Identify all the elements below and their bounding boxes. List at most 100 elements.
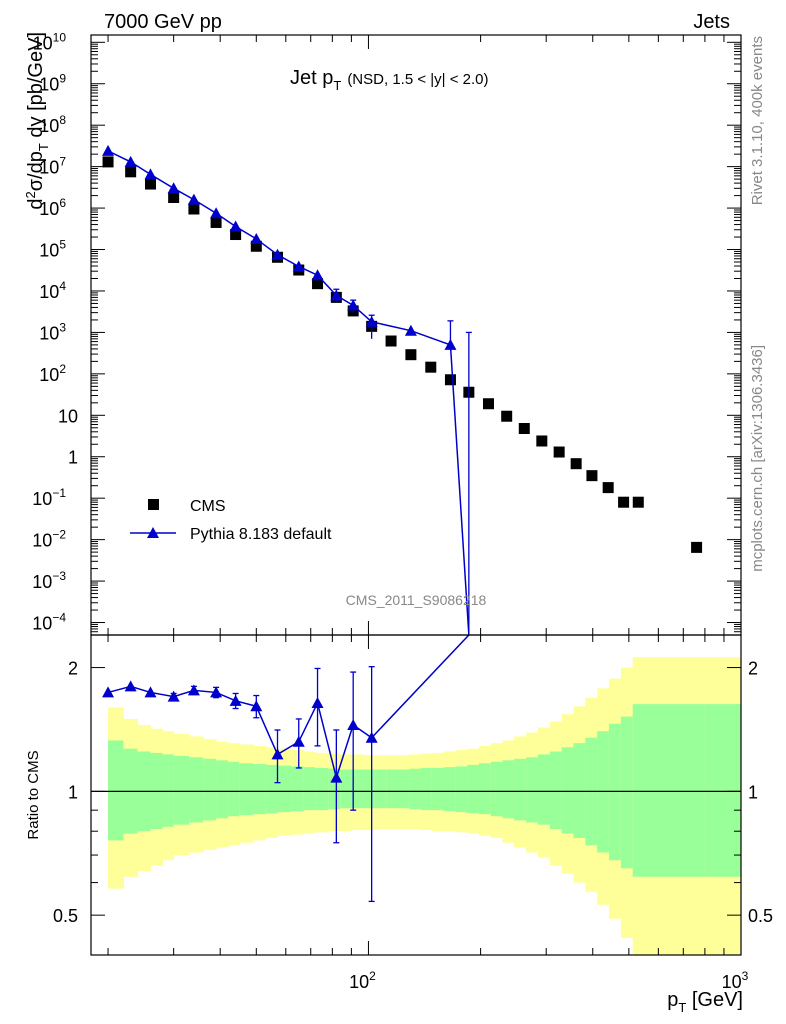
ratio-pythia-point [210,686,223,698]
green-band-bin [253,764,267,815]
green-band-bin [363,769,376,809]
green-band-bin [514,758,527,821]
cms-point [312,278,324,290]
legend-pythia-marker [147,527,159,538]
green-band-bin [397,769,411,809]
x-tick-label: 102 [349,969,376,992]
main-panel: 1010 109 108 107 106 105 104 103 102 10 110−1 10−2 1… [32,30,742,636]
green-band-bin [632,704,706,877]
green-band-bin [277,765,292,813]
ratio-pythia-point [365,731,378,743]
y-tick-label: 10−1 [32,486,66,509]
header-right: Jets [693,11,730,33]
green-band-bin [328,768,341,810]
ratio-pythia-point [144,686,157,698]
ratio-pythia-point [330,771,343,783]
ratio-pythia-point [311,697,324,709]
green-band-bin [291,766,305,812]
green-band-bin [549,751,563,829]
green-band-bin [265,764,278,814]
cms-point [501,410,513,422]
legend-cms-label: CMS [190,498,226,515]
ratio-frame [90,634,742,956]
green-band-bin [704,704,742,877]
cms-point [482,398,494,410]
green-band-bin [467,764,480,814]
pythia-point [404,324,417,336]
y-tick-label: 109 [39,72,66,95]
cms-point [425,361,437,373]
pythia-point [229,220,242,232]
pythia-point [444,338,457,350]
cms-point [536,435,548,447]
green-band-bin [526,757,539,823]
cms-point [618,496,630,508]
y-tick-label: 1 [68,448,78,468]
cms-point [553,446,565,458]
pythia-point [365,315,378,327]
x-tick-label: 103 [722,969,749,992]
pythia-point [330,289,343,301]
cms-point [385,335,397,347]
green-band-bin [409,768,422,810]
green-band-bin [374,769,388,809]
green-band-bin [173,755,190,825]
y-tick-label: 102 [39,362,66,385]
chart-title: Jet pT (NSD, 1.5 < |y| < 2.0) [290,67,489,93]
green-band-bin [502,760,515,819]
y-tick-label: 105 [39,238,66,261]
cms-point [230,229,242,241]
mcplots-label: mcplots.cern.ch [arXiv:1306.3436] [749,345,766,572]
cms-point [691,541,703,553]
pythia-line [107,150,470,636]
cms-point [602,482,614,494]
header-left: 7000 GeV pp [104,11,222,33]
y-tick-label: 107 [39,155,66,178]
cms-point [168,191,180,203]
cms-point [632,496,644,508]
green-band-bin [561,747,574,834]
ratio-ylabel: Ratio to CMS [25,750,42,839]
green-band-bin [478,763,492,815]
ratio-pythia-point [187,684,200,696]
ratio-panel: 102 103 0.5 0.5 1 1 2 2 [53,634,773,992]
green-band-bin [386,769,399,809]
ratio-y-tick-label: 2 [68,659,78,679]
ratio-pythia-point [102,686,115,698]
pythia-point [347,299,360,311]
green-band-bin [537,754,551,825]
green-band-bin [608,723,622,861]
ratio-pythia-point [167,690,180,702]
green-band-bin [490,761,504,817]
x-axis-label: pT [GeV] [667,989,743,1015]
pythia-point [124,155,137,167]
green-band-bin [239,763,254,816]
ratio-pythia-point [347,718,360,730]
ratio-pythia-point [124,680,137,692]
green-band-bin [216,760,229,819]
y-tick-label: 104 [39,279,66,302]
cms-point [102,156,114,168]
legend-cms-marker [148,499,159,510]
rivet-label: Rivet 3.1.10, 400k events [749,36,766,205]
ratio-pythia-point [271,748,284,760]
pythia-point [167,182,180,194]
green-band-bin [315,767,329,811]
green-band-bin [162,754,175,827]
ratio-y-tick-label-right: 0.5 [748,906,773,926]
y-tick-label: 103 [39,320,66,343]
cms-point [144,178,156,190]
pythia-point [271,248,284,260]
green-band-bin [108,740,124,841]
y-tick-label: 10−4 [32,611,66,634]
green-band-bin [203,758,217,821]
pythia-point [187,193,200,205]
main-ylabel: d2σ/dpT dy [pb/GeV] [23,32,51,210]
y-tick-label: 10−3 [32,569,66,592]
pythia-point [292,260,305,272]
cms-point [586,470,598,482]
green-band-bin [189,757,204,823]
cms-point [210,216,222,228]
ratio-pythia-point [250,700,263,712]
